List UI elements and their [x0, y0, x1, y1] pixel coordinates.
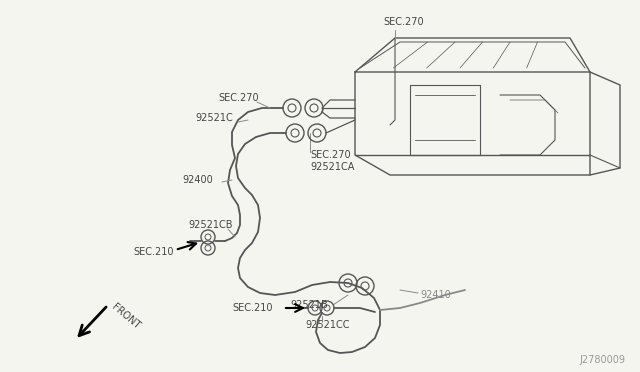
- Text: 92521CA: 92521CA: [310, 162, 355, 172]
- Text: 92521CB: 92521CB: [188, 220, 232, 230]
- Text: 92521C: 92521C: [195, 113, 233, 123]
- Text: SEC.270: SEC.270: [218, 93, 259, 103]
- Text: SEC.210: SEC.210: [232, 303, 273, 313]
- Text: 92521B: 92521B: [290, 300, 328, 310]
- Text: FRONT: FRONT: [110, 301, 142, 331]
- Text: J2780009: J2780009: [579, 355, 625, 365]
- Text: SEC.270: SEC.270: [310, 150, 351, 160]
- Text: 92400: 92400: [182, 175, 212, 185]
- Text: 92410: 92410: [420, 290, 451, 300]
- Text: SEC.210: SEC.210: [133, 247, 173, 257]
- Text: 92521CC: 92521CC: [305, 320, 349, 330]
- Text: SEC.270: SEC.270: [383, 17, 424, 27]
